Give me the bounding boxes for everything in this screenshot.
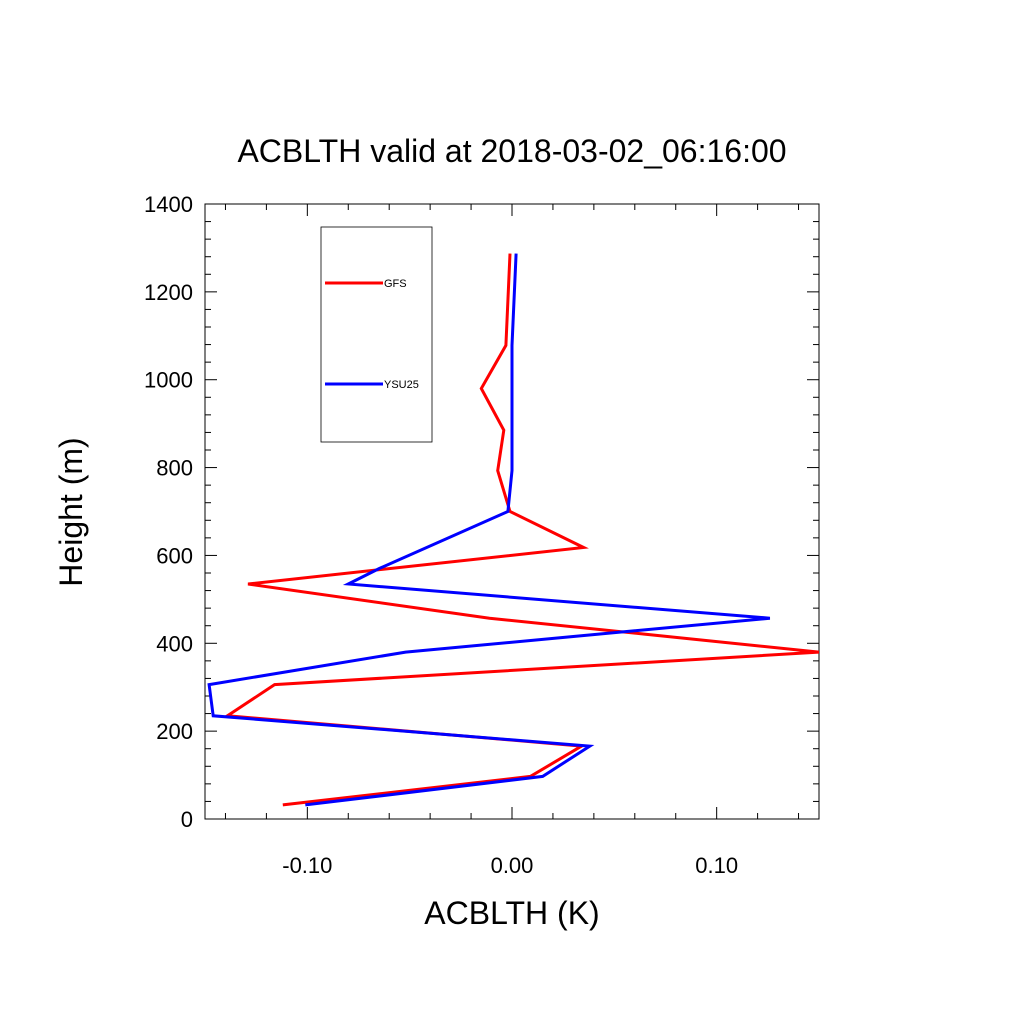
y-tick-label: 400 bbox=[156, 631, 193, 656]
series-lines bbox=[207, 253, 819, 807]
tick-labels: 0 200 400 600 800 1000 1200 1400 -0.10 0.00 0.10 bbox=[144, 192, 738, 878]
x-tick-label: 0.10 bbox=[695, 853, 738, 878]
y-tick-label: 600 bbox=[156, 543, 193, 568]
legend-label-ysu25: YSU25 bbox=[384, 379, 419, 391]
x-axis-title: ACBLTH (K) bbox=[424, 895, 599, 931]
chart-title: ACBLTH valid at 2018-03-02_06:16:00 bbox=[237, 133, 786, 169]
minor-ticks bbox=[205, 204, 819, 819]
y-tick-label: 1400 bbox=[144, 192, 193, 217]
y-axis-title: Height (m) bbox=[53, 437, 89, 586]
y-tick-label: 800 bbox=[156, 456, 193, 481]
y-tick-label: 200 bbox=[156, 719, 193, 744]
y-tick-label: 0 bbox=[181, 807, 193, 832]
y-tick-label: 1000 bbox=[144, 368, 193, 393]
y-tick-label: 1200 bbox=[144, 280, 193, 305]
series-line-gfs bbox=[223, 253, 819, 807]
series-line-ysu25 bbox=[207, 253, 771, 807]
legend: GFS YSU25 bbox=[320, 226, 433, 443]
legend-box bbox=[320, 226, 433, 443]
major-ticks bbox=[205, 203, 819, 820]
x-tick-label: -0.10 bbox=[282, 853, 332, 878]
legend-label-gfs: GFS bbox=[384, 278, 407, 290]
x-tick-label: 0.00 bbox=[491, 853, 534, 878]
